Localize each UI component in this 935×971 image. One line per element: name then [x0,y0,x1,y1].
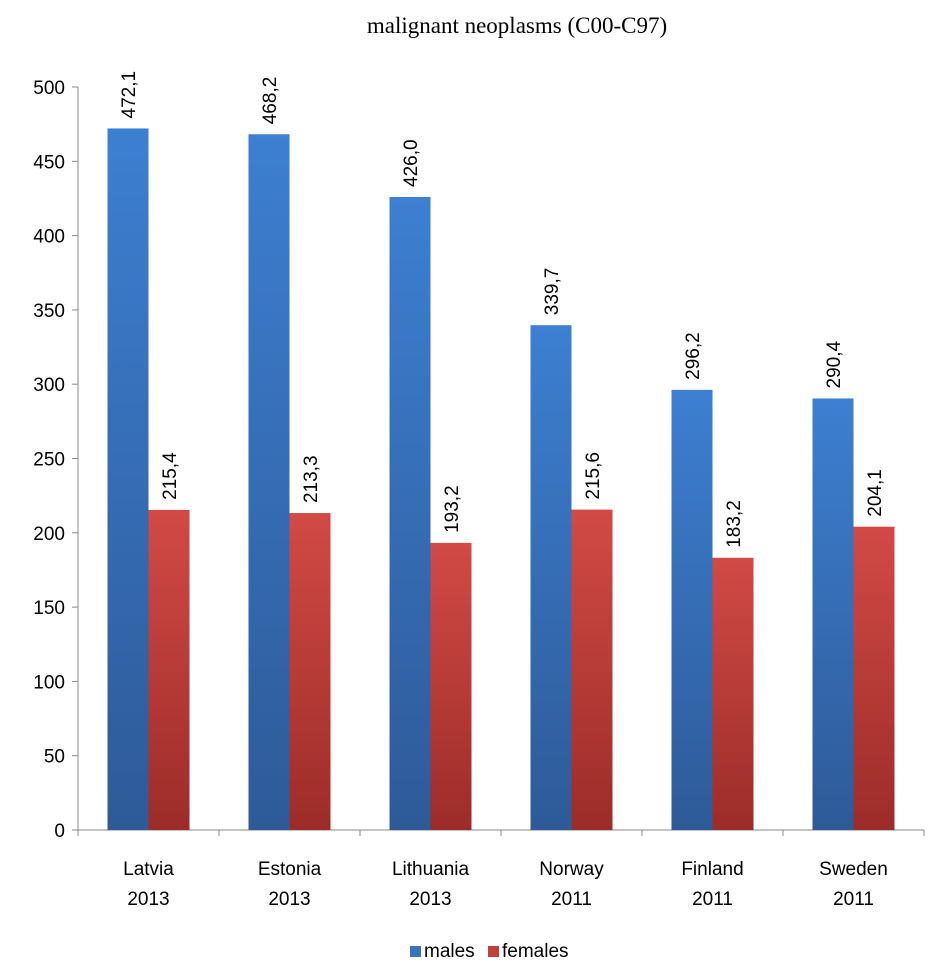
x-tick-label: 2013 [409,889,451,910]
bar-males [671,389,713,830]
x-tick-label: 2013 [127,889,169,910]
bar-males [812,398,854,830]
bar-males [530,325,572,830]
x-tick-label: Sweden [819,859,888,880]
x-tick-label: 2011 [692,889,733,910]
bar-males [248,134,290,830]
bar-females [289,513,331,830]
data-label: 193,2 [442,485,463,533]
x-tick-label: 2011 [833,889,874,910]
data-label: 213,3 [301,455,322,503]
x-tick-label: Norway [539,859,604,880]
y-tick-label: 400 [33,227,65,248]
y-tick-label: 150 [33,598,65,619]
bar-males [107,128,149,830]
bar-females [571,509,613,830]
data-label: 472,1 [119,71,140,119]
legend-swatch-females [488,946,499,957]
data-label: 204,1 [865,469,886,517]
y-tick-label: 50 [44,747,65,768]
data-label: 468,2 [260,77,281,125]
y-tick-label: 300 [33,375,65,396]
bar-females [430,542,472,830]
axes: 0 50 100 150 200 250 300 350 400 450 500 Latvia 2013… [33,78,925,910]
data-label: 183,2 [724,500,745,548]
y-tick-label: 450 [33,152,65,173]
bars [107,128,895,831]
x-tick-label: Latvia [123,859,174,880]
x-tick-label: Lithuania [392,859,470,880]
bar-males [389,196,431,831]
y-tick-label: 200 [33,524,65,545]
y-tick-label: 350 [33,301,65,322]
legend-label-males: males [424,941,475,962]
data-label: 215,6 [583,452,604,500]
y-tick-label: 500 [33,78,65,99]
bar-females [853,526,895,830]
data-label: 290,4 [824,340,845,388]
data-label: 426,0 [401,139,422,187]
x-tick-label: 2011 [551,889,592,910]
x-tick-label: 2013 [268,889,310,910]
y-tick-label: 0 [54,821,65,842]
legend-swatch-males [410,946,421,957]
data-label: 215,4 [160,452,181,500]
y-tick-label: 100 [33,672,65,693]
chart-title: malignant neoplasms (C00-C97) [367,13,667,38]
legend-label-females: females [502,941,569,962]
legend: males females [410,941,569,962]
x-tick-label: Estonia [258,859,322,880]
x-tick-label: Finland [681,859,743,880]
bar-females [148,509,190,830]
bar-females [712,557,754,830]
data-labels: 472,1 215,4 468,2 213,3 426,0 193,2 339,7 215,6… [119,71,886,548]
data-label: 339,7 [542,268,563,316]
y-tick-label: 250 [33,450,65,471]
data-label: 296,2 [683,332,704,380]
